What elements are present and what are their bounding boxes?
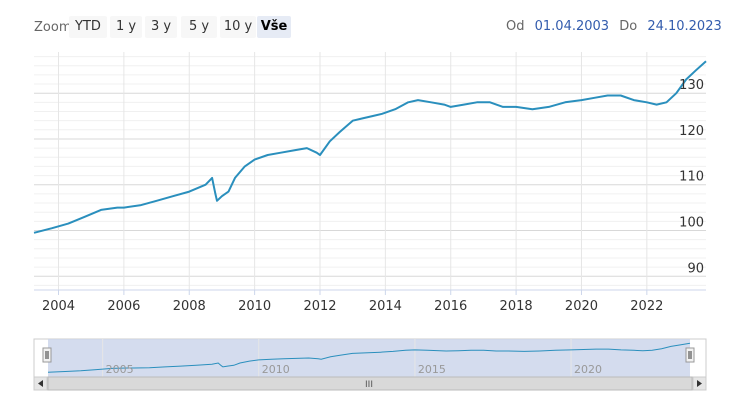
x-tick-label: 2020: [565, 299, 598, 314]
y-tick-label: 130: [679, 78, 704, 93]
x-tick-label: 2006: [107, 299, 140, 314]
scroll-right-arrow-icon: [697, 380, 702, 387]
y-tick-label: 90: [687, 261, 704, 276]
date-range: Od 01.04.2003 Do 24.10.2023: [506, 19, 722, 34]
x-tick-label: 2004: [42, 299, 75, 314]
zoom-all-button[interactable]: Vše: [257, 16, 291, 38]
range-from-input[interactable]: 01.04.2003: [534, 19, 610, 34]
x-tick-label: 2022: [630, 299, 663, 314]
navigator-right-handle[interactable]: [685, 347, 695, 363]
zoom-5y-button[interactable]: 5 y: [181, 16, 217, 38]
y-tick-label: 120: [679, 124, 704, 139]
navigator[interactable]: 2005 2010 2015 2020: [33, 338, 707, 378]
x-tick-label: 2016: [434, 299, 467, 314]
y-axis: 90 100 110 120 130: [679, 78, 704, 276]
x-tick-label: 2018: [500, 299, 533, 314]
navigator-left-handle[interactable]: [42, 347, 52, 363]
series-line: [33, 60, 707, 234]
grid-layer: [34, 52, 706, 291]
navigator-year-label: 2020: [574, 363, 602, 376]
navigator-series-line: [47, 342, 691, 373]
scroll-left-arrow-icon: [38, 380, 43, 387]
navigator-year-label: 2005: [106, 363, 134, 376]
scrollbar[interactable]: III: [33, 376, 707, 391]
x-tick-label: 2008: [173, 299, 206, 314]
navigator-year-label: 2010: [262, 363, 290, 376]
navigator-mask: [48, 339, 690, 377]
scrollbar-grip: III: [365, 380, 373, 390]
zoom-3y-button[interactable]: 3 y: [145, 16, 177, 38]
navigator-year-label: 2015: [418, 363, 446, 376]
zoom-ytd-button[interactable]: YTD: [69, 16, 107, 38]
x-tick-label: 2014: [369, 299, 402, 314]
x-axis: 2004 2006 2008 2010 2012 2014 2016 2018 2020 2022: [42, 290, 663, 314]
y-tick-label: 110: [679, 170, 704, 185]
zoom-1y-button[interactable]: 1 y: [110, 16, 142, 38]
range-from-label: Od: [506, 19, 525, 34]
zoom-10y-button[interactable]: 10 y: [220, 16, 256, 38]
navigator-labels: 2005 2010 2015 2020: [106, 363, 602, 376]
navigator-grid: [102, 339, 572, 377]
scrollbar-thumb[interactable]: [47, 376, 693, 391]
range-to-input[interactable]: 24.10.2023: [647, 19, 722, 34]
x-tick-label: 2012: [303, 299, 336, 314]
series-layer: [33, 60, 707, 234]
zoom-label: Zoom: [34, 20, 72, 35]
range-to-label: Do: [619, 19, 638, 34]
y-tick-label: 100: [679, 216, 704, 231]
x-tick-label: 2010: [238, 299, 271, 314]
